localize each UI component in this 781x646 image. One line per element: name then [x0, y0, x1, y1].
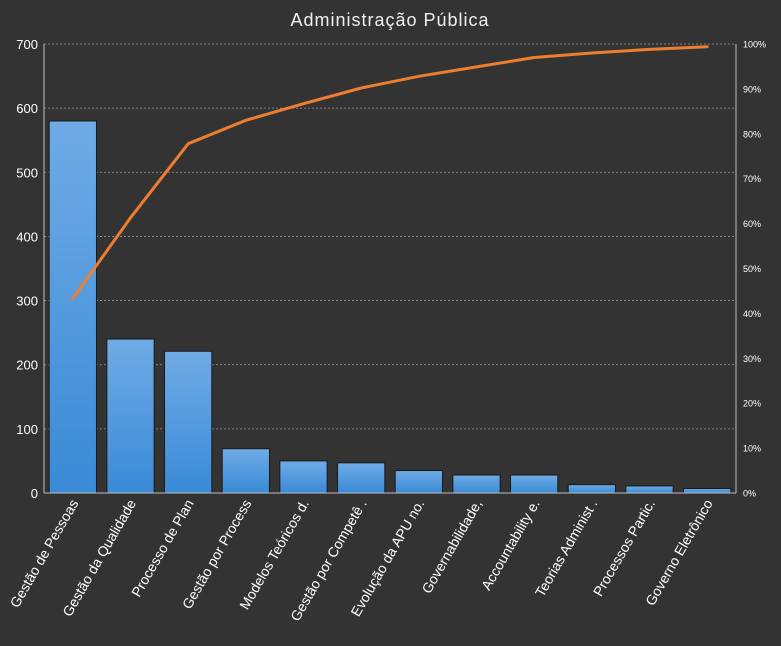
y-axis-ticks: 0 100 200 300 400 500 600 700 [16, 37, 38, 501]
gridlines [44, 43, 736, 430]
y-tick-label: 700 [16, 37, 38, 52]
bar [510, 474, 559, 494]
y2-tick-label: 0% [743, 489, 756, 499]
y-tick-label: 100 [16, 422, 38, 437]
cumulative-line-group [71, 45, 709, 301]
bar [48, 120, 97, 494]
y-tick-label: 200 [16, 358, 38, 373]
y2-tick-label: 80% [743, 129, 761, 139]
x-tick-label: Teorias Administ . [532, 497, 601, 600]
cumulative-line [71, 45, 709, 301]
bar [279, 460, 328, 494]
chart-title: Administração Pública [290, 10, 489, 30]
y2-tick-label: 60% [743, 219, 761, 229]
bar [337, 462, 386, 494]
y-tick-label: 400 [16, 229, 38, 244]
y-tick-label: 500 [16, 165, 38, 180]
y2-axis-ticks: 0% 10% 20% 30% 40% 50% 60% 70% 80% 90% 100% [743, 40, 766, 499]
y2-tick-label: 10% [743, 444, 761, 454]
y2-tick-label: 20% [743, 399, 761, 409]
y2-tick-label: 40% [743, 309, 761, 319]
y-tick-label: 600 [16, 101, 38, 116]
x-tick-label: Processos Partic. [590, 497, 658, 599]
bar [567, 484, 616, 494]
y2-tick-label: 90% [743, 84, 761, 94]
bar [683, 488, 732, 494]
bar [625, 485, 674, 494]
bar [221, 448, 270, 494]
bar [394, 470, 443, 494]
y2-tick-label: 70% [743, 174, 761, 184]
x-tick-label: Accountability e. [478, 497, 543, 593]
bars [48, 120, 732, 494]
axes [43, 44, 737, 494]
y2-tick-label: 30% [743, 354, 761, 364]
y2-tick-label: 100% [743, 40, 766, 50]
x-tick-label: Processo de Plan [128, 497, 197, 600]
bar [164, 350, 213, 494]
y2-tick-label: 50% [743, 264, 761, 274]
y-tick-label: 0 [31, 486, 38, 501]
y-tick-label: 300 [16, 294, 38, 309]
bar [106, 338, 155, 494]
x-tick-label: Governabilidade, [418, 497, 485, 597]
bar [452, 474, 501, 494]
